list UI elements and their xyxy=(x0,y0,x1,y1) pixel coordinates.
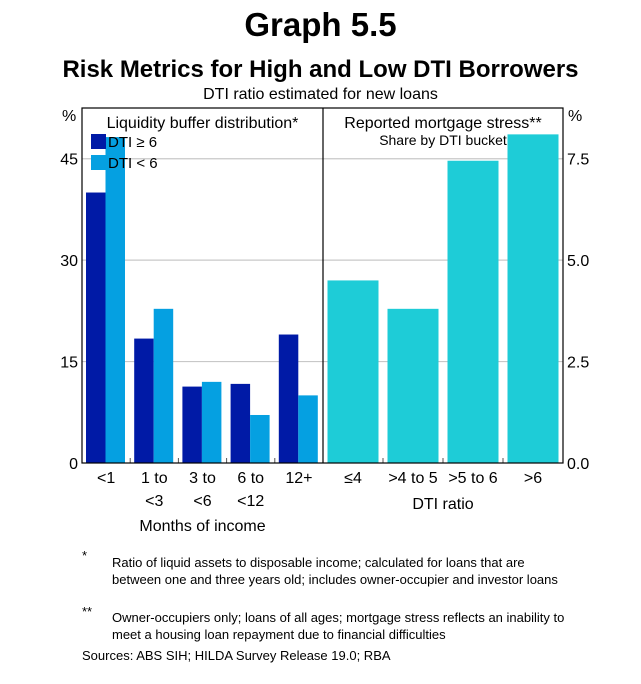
x-tick-label: <6 xyxy=(193,493,211,510)
bar-dti-high xyxy=(230,383,251,463)
bar-mortgage-stress xyxy=(387,308,439,463)
chart-text: 0 15 30 45 0.0 2.5 5.0 7.5% % <1 1 to <3 3 to <6 6 to <… xyxy=(60,108,589,535)
footnote-mark: ** xyxy=(82,604,93,619)
bar-dti-high xyxy=(182,386,202,463)
bar-dti-low xyxy=(201,381,222,463)
x-tick-label: <3 xyxy=(145,493,163,510)
chart-title: Risk Metrics for High and Low DTI Borrow… xyxy=(62,56,579,83)
footnote-text: Owner-occupiers only; loans of all ages;… xyxy=(112,610,565,642)
x-axis-title-left: Months of income xyxy=(139,518,265,535)
y-axis-unit-left: % xyxy=(62,108,76,125)
bar-dti-high xyxy=(278,334,299,463)
x-tick-label: 6 to xyxy=(237,470,264,487)
bar-dti-low xyxy=(298,395,318,463)
bar-mortgage-stress xyxy=(507,134,559,463)
panel-subtitle-right: Share by DTI bucket xyxy=(379,132,507,148)
x-tick-label: <12 xyxy=(237,493,264,510)
x-tick-label: 12+ xyxy=(285,470,312,487)
chart-subtitle: DTI ratio estimated for new loans xyxy=(203,86,438,103)
x-tick-label: >6 xyxy=(524,470,542,487)
bar-dti-low xyxy=(153,308,174,463)
x-axis-title-right: DTI ratio xyxy=(412,496,473,513)
x-tick-label: >5 to 6 xyxy=(448,470,497,487)
x-tick-label: >4 to 5 xyxy=(388,470,437,487)
legend-label: DTI ≥ 6 xyxy=(108,134,157,151)
bar-dti-high xyxy=(86,192,106,463)
y-tick-label-left: 30 xyxy=(60,253,78,270)
bar-dti-high xyxy=(134,338,154,463)
x-tick-label: 3 to xyxy=(189,470,216,487)
bar-mortgage-stress xyxy=(447,160,499,463)
x-tick-label: <1 xyxy=(97,470,115,487)
footnote-mark: * xyxy=(82,548,88,563)
bar-dti-low xyxy=(250,414,270,463)
bars xyxy=(86,134,559,464)
sources: Sources: ABS SIH; HILDA Survey Release 1… xyxy=(82,648,391,663)
plot-frame xyxy=(81,107,564,464)
footnote-text: Ratio of liquid assets to disposable inc… xyxy=(112,555,558,587)
y-tick-label-left: 45 xyxy=(60,152,78,169)
legend-swatch xyxy=(91,155,106,170)
legend-label: DTI < 6 xyxy=(108,155,158,172)
x-tick-label: 1 to xyxy=(141,470,168,487)
y-tick-label-left: 0 xyxy=(69,456,78,473)
y-tick-label-right: 7.5 xyxy=(567,152,589,169)
bar-mortgage-stress xyxy=(327,280,379,463)
bar-dti-low xyxy=(105,137,125,464)
y-tick-label-right: 5.0 xyxy=(567,253,589,270)
y-tick-label-right: 2.5 xyxy=(567,355,589,372)
y-axis-unit-right: % xyxy=(568,108,582,125)
graph-number: Graph 5.5 xyxy=(244,6,397,43)
x-tick-label: ≤4 xyxy=(344,470,362,487)
panel-title-left: Liquidity buffer distribution* xyxy=(107,115,299,132)
legend-swatch xyxy=(91,134,106,149)
y-tick-label-right: 0.0 xyxy=(567,456,589,473)
y-tick-label-left: 15 xyxy=(60,355,78,372)
panel-title-right: Reported mortgage stress** xyxy=(344,115,541,132)
